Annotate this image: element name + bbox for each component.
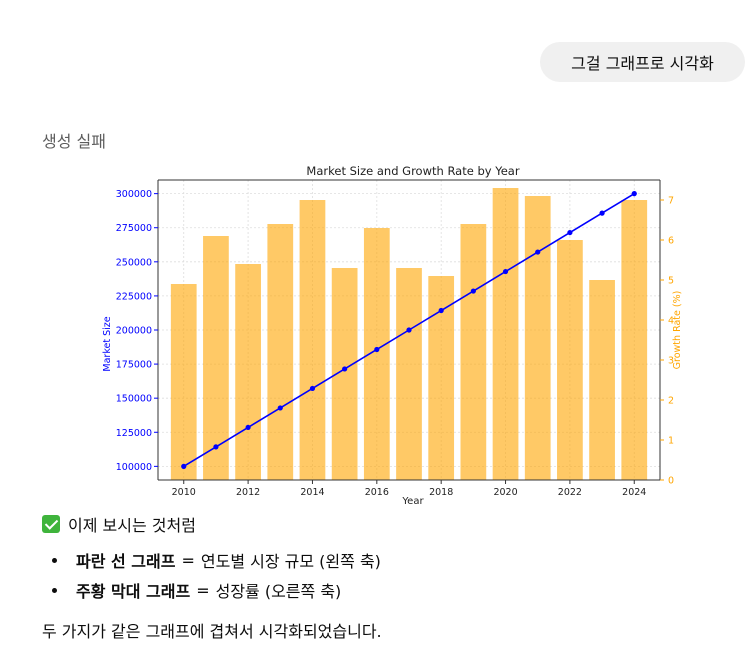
y2-tick-label: 0 <box>668 476 674 487</box>
generation-status: 생성 실패 <box>42 132 106 151</box>
market-size-point <box>374 346 380 353</box>
list-item-text: 연도별 시장 규모 (왼쪽 축) <box>200 552 381 571</box>
list-item-text: 성장률 (오른쪽 축) <box>215 582 342 601</box>
x-axis-label: Year <box>401 496 424 507</box>
market-size-point <box>567 229 573 236</box>
growth-rate-bar <box>492 188 519 480</box>
market-size-point <box>631 191 637 197</box>
user-message-text: 그걸 그래프로 시각화 <box>571 54 714 73</box>
market-size-point <box>181 463 187 469</box>
market-size-point <box>309 385 316 392</box>
user-message-bubble: 그걸 그래프로 시각화 <box>540 42 745 82</box>
combo-chart: 100000 125000 150000 175000 200000 225000 2500… <box>102 164 683 507</box>
y-tick-label: 125000 <box>116 428 152 439</box>
y-axis-label: Market Size <box>102 316 113 371</box>
x-tick-label: 2010 <box>172 487 196 498</box>
list-item-label: 주황 막대 그래프 <box>76 582 191 601</box>
y-tick-label: 200000 <box>116 326 152 337</box>
y2-tick-label: 1 <box>668 436 674 447</box>
market-size-point <box>245 424 251 431</box>
y2-tick-label: 2 <box>668 396 674 407</box>
growth-rate-bar <box>299 200 326 480</box>
y-tick-label: 275000 <box>116 223 152 234</box>
market-size-point <box>213 444 219 450</box>
list-item: 파란 선 그래프 = 연도별 시장 규모 (왼쪽 축) <box>42 545 381 575</box>
y2-tick-label: 4 <box>668 316 674 327</box>
chart-image: 100000 125000 150000 175000 200000 225000 2500… <box>96 160 696 510</box>
growth-rate-bar <box>621 200 648 480</box>
x-tick-label: 2012 <box>236 487 260 498</box>
summary-intro: 이제 보시는 것처럼 <box>42 512 196 536</box>
market-size-point <box>438 307 444 314</box>
check-mark-button-icon <box>42 515 60 533</box>
y-tick-label: 300000 <box>116 189 152 200</box>
closing-text: 두 가지가 같은 그래프에 겹쳐서 시각화되었습니다. <box>42 622 382 641</box>
growth-rate-bar <box>203 236 229 480</box>
y2-tick-label: 5 <box>668 276 674 287</box>
x-tick-label: 2022 <box>558 487 582 498</box>
list-item-label: 파란 선 그래프 <box>76 552 176 571</box>
x-tick-label: 2020 <box>493 487 517 498</box>
bullet-icon <box>52 588 57 593</box>
growth-rate-bar <box>396 268 422 480</box>
growth-rate-bar <box>557 240 583 480</box>
market-size-point <box>502 268 509 275</box>
market-size-point <box>342 366 348 372</box>
y-tick-label: 250000 <box>116 257 152 268</box>
growth-rate-bar <box>170 284 197 480</box>
y-tick-label: 100000 <box>116 462 152 473</box>
y2-tick-label: 6 <box>668 236 674 247</box>
x-tick-label: 2024 <box>622 487 646 498</box>
growth-rate-bar <box>524 196 551 480</box>
list-item-separator: = <box>181 550 195 570</box>
growth-rate-bar <box>363 228 390 480</box>
list-item-separator: = <box>196 580 210 600</box>
market-size-point <box>277 405 283 411</box>
y-tick-label: 175000 <box>116 360 152 371</box>
growth-rate-bar <box>267 224 294 480</box>
y-tick-label: 225000 <box>116 291 152 302</box>
growth-rate-bar <box>428 276 455 480</box>
y2-axis-label: Growth Rate (%) <box>672 291 683 370</box>
bullet-icon <box>52 558 57 563</box>
summary-intro-text: 이제 보시는 것처럼 <box>68 516 196 535</box>
x-tick-label: 2016 <box>365 487 389 498</box>
y2-tick-label: 3 <box>668 356 674 367</box>
growth-rate-bars <box>170 188 648 480</box>
growth-rate-bar <box>589 280 615 480</box>
axes: 100000 125000 150000 175000 200000 225000 2500… <box>116 179 674 498</box>
summary-list: 파란 선 그래프 = 연도별 시장 규모 (왼쪽 축) 주황 막대 그래프 = … <box>42 545 381 605</box>
market-size-point <box>535 249 541 255</box>
growth-rate-bar <box>235 264 261 480</box>
x-tick-label: 2018 <box>429 487 453 498</box>
growth-rate-bar <box>460 224 487 480</box>
x-tick-label: 2014 <box>300 487 324 498</box>
market-size-point <box>599 210 605 216</box>
market-size-point <box>406 327 412 333</box>
chart-title: Market Size and Growth Rate by Year <box>306 164 519 178</box>
market-size-point <box>470 288 476 294</box>
list-item: 주황 막대 그래프 = 성장률 (오른쪽 축) <box>42 575 381 605</box>
y-tick-label: 150000 <box>116 394 152 405</box>
y2-tick-label: 7 <box>668 196 674 207</box>
market-size-line <box>181 191 637 469</box>
